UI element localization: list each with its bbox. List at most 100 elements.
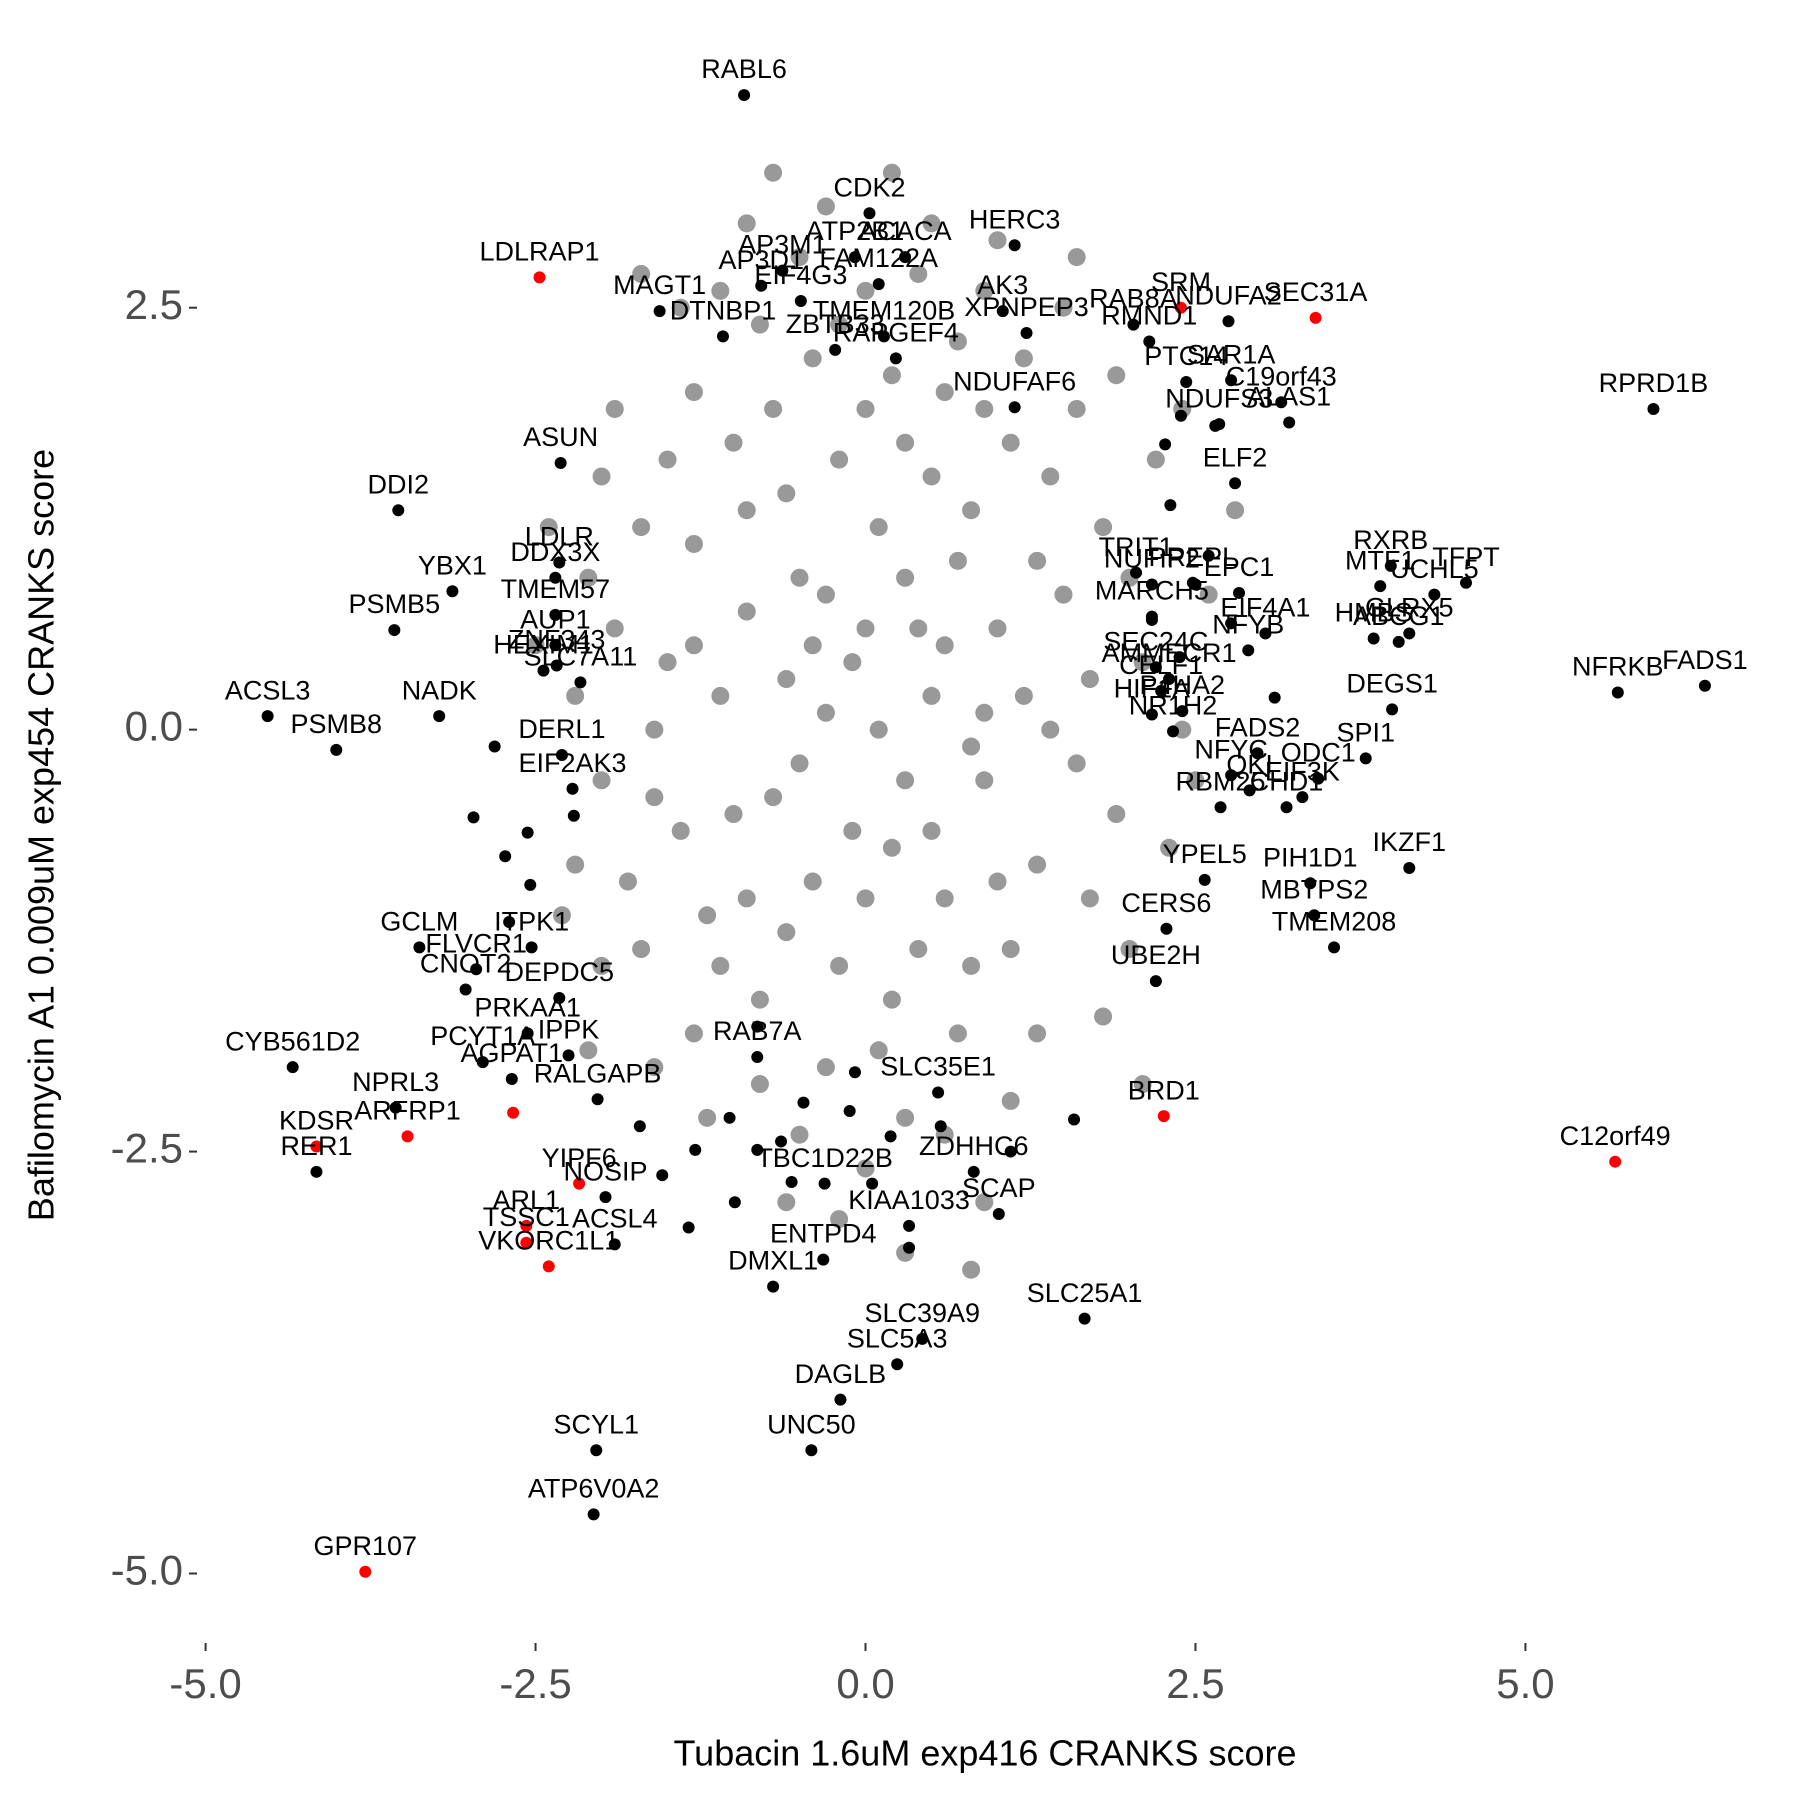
point (882, 990, 901, 1009)
point-label: NFYB (1212, 609, 1284, 639)
point (1198, 873, 1211, 886)
point-label: DEPDC5 (505, 957, 615, 987)
point (550, 659, 563, 672)
point (711, 956, 730, 975)
point (830, 315, 849, 334)
point (521, 1027, 534, 1040)
point (587, 1508, 600, 1521)
point-label: DTNBP1 (670, 296, 777, 326)
y-tick-label: -5.0 (111, 1547, 183, 1594)
point (1155, 684, 1168, 697)
point (1209, 419, 1222, 432)
point (1222, 315, 1235, 328)
point-label: CELF1 (1119, 650, 1203, 680)
point (682, 1221, 695, 1234)
point (1146, 450, 1165, 469)
point (737, 501, 756, 520)
point (777, 670, 796, 689)
point (711, 686, 730, 705)
point-label: ATP2B1 (806, 216, 905, 246)
point-label: NFRKB (1572, 652, 1664, 682)
point-label: RAPGEF4 (833, 317, 959, 347)
point-label: SLC25A1 (1027, 1278, 1143, 1308)
point (750, 1075, 769, 1094)
point (935, 383, 954, 402)
point-label: CNOT2 (420, 949, 512, 979)
point-label: CYB561D2 (225, 1026, 360, 1056)
point (525, 941, 538, 954)
point (549, 571, 562, 584)
point (488, 740, 501, 753)
point (1268, 691, 1281, 704)
point-label: KIAA1033 (848, 1185, 970, 1215)
point (975, 281, 994, 300)
point (539, 518, 558, 537)
point-label: PSMB8 (290, 709, 382, 739)
point (467, 811, 480, 824)
point-label: EIF2AK3 (518, 748, 626, 778)
point (863, 207, 876, 220)
point-label: TMEM208 (1272, 906, 1397, 936)
point-label: NDUFA2 (1175, 280, 1282, 310)
point-label: AK3 (977, 270, 1028, 300)
point (632, 518, 651, 537)
point (579, 568, 598, 587)
point-label: BRD1 (1128, 1075, 1200, 1105)
point (988, 619, 1007, 638)
point (899, 251, 912, 264)
point (499, 850, 512, 863)
point-label: PIH1D1 (1263, 842, 1358, 872)
point (922, 821, 941, 840)
point (446, 585, 459, 598)
point-label: TSSC1 (483, 1202, 570, 1232)
point (856, 399, 875, 418)
point (1359, 752, 1372, 765)
point (520, 1236, 533, 1249)
point (1460, 576, 1473, 589)
point (869, 518, 888, 537)
point (656, 1169, 669, 1182)
point (777, 1193, 796, 1212)
point (520, 1219, 533, 1232)
point (1028, 855, 1047, 874)
point (1054, 585, 1073, 604)
point (1226, 501, 1245, 520)
point (869, 720, 888, 739)
point (797, 1096, 810, 1109)
point (1014, 349, 1033, 368)
point-label: CHD1 (1250, 766, 1324, 796)
point-label: AP3M1 (738, 230, 827, 260)
point (459, 983, 472, 996)
point (555, 748, 568, 761)
point (1067, 248, 1086, 267)
point (261, 710, 274, 723)
point-label: FAM122A (819, 243, 938, 273)
point (856, 1159, 875, 1178)
point (1233, 586, 1246, 599)
point-label: EIF3K (1265, 756, 1340, 786)
point (932, 1086, 945, 1099)
point-label: ASUN (523, 422, 598, 452)
point (1133, 653, 1152, 672)
point-label: AGPAT1 (461, 1038, 564, 1068)
point (1145, 708, 1158, 721)
point (803, 349, 822, 368)
point (553, 556, 566, 569)
point (785, 1175, 798, 1188)
point (684, 1024, 703, 1043)
point (1127, 318, 1140, 331)
point (389, 1101, 402, 1114)
point (891, 1358, 904, 1371)
point (877, 330, 890, 343)
point (645, 720, 664, 739)
point (1328, 941, 1341, 954)
point-label: SPI1 (1336, 717, 1395, 747)
point (684, 534, 703, 553)
point (1428, 588, 1441, 601)
point (310, 1165, 323, 1178)
point (533, 271, 546, 284)
point-label: SAR1A (1187, 339, 1276, 369)
point-label: GPR107 (314, 1531, 418, 1561)
point (805, 1444, 818, 1457)
